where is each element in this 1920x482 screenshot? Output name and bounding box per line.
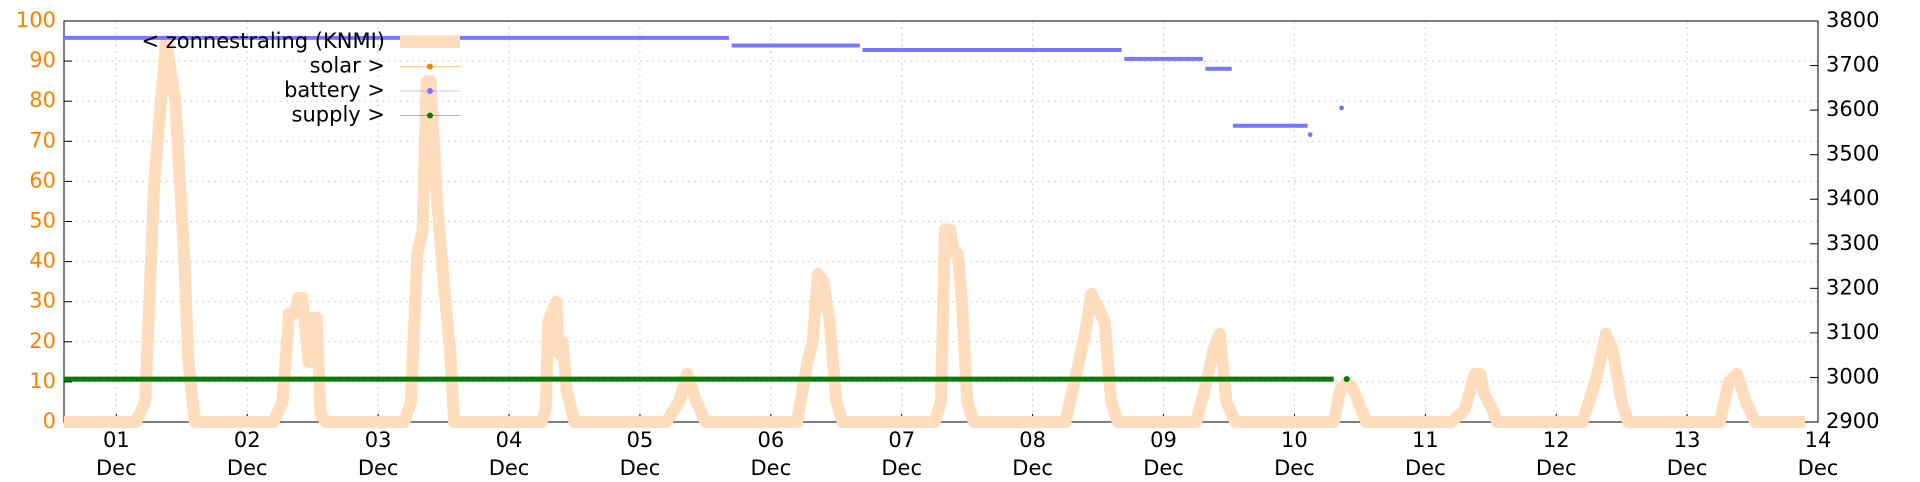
x-tick-label: 08 Dec	[1012, 428, 1053, 480]
y2-tick-label: 3500	[1826, 142, 1879, 166]
y-tick-label: 80	[29, 88, 56, 112]
y2-tick-label: 3100	[1826, 320, 1879, 344]
x-tick-label: 02 Dec	[226, 428, 268, 480]
x-tick-label: 09 Dec	[1143, 428, 1184, 480]
x-tick-label: 04 Dec	[488, 428, 530, 480]
legend-label: supply >	[292, 103, 385, 127]
y-tick-label: 0	[43, 409, 56, 433]
legend-marker	[427, 112, 433, 119]
x-tick-label: 11 Dec	[1404, 428, 1446, 480]
series-point	[1343, 376, 1350, 383]
y-tick-label: 100	[16, 8, 56, 32]
legend-marker	[427, 63, 433, 70]
x-tick-label: 06 Dec	[750, 428, 792, 480]
legend-label: solar >	[310, 54, 385, 78]
x-tick-label: 13 Dec	[1666, 428, 1708, 480]
y2-tick-label: 3600	[1826, 97, 1879, 121]
legend-label: battery >	[284, 78, 385, 102]
x-tick-label: 07 Dec	[881, 428, 923, 480]
series-line	[64, 35, 1805, 428]
y-tick-label: 20	[29, 329, 56, 353]
y2-tick-label: 3000	[1826, 364, 1879, 388]
x-tick-label: 12 Dec	[1535, 428, 1577, 480]
y-tick-label: 10	[29, 369, 56, 393]
y2-tick-label: 3800	[1826, 8, 1879, 32]
y2-tick-label: 2900	[1826, 409, 1879, 433]
series-point	[1307, 132, 1313, 138]
y-tick-label: 40	[29, 249, 56, 273]
y-tick-label: 60	[29, 168, 56, 192]
y-tick-label: 90	[29, 48, 56, 72]
y-tick-label: 70	[29, 128, 56, 152]
y2-tick-label: 3400	[1826, 186, 1879, 210]
series-point	[1339, 105, 1344, 111]
y2-tick-label: 3700	[1826, 53, 1879, 77]
x-tick-label: 10 Dec	[1274, 428, 1315, 480]
x-tick-label: 03 Dec	[357, 428, 399, 480]
y2-tick-label: 3200	[1826, 275, 1879, 299]
y2-tick-label: 3300	[1826, 231, 1879, 255]
x-tick-label: 14 Dec	[1797, 428, 1839, 480]
x-tick-label: 05 Dec	[619, 428, 661, 480]
legend-label: < zonnestraling (KNMI)	[141, 29, 385, 53]
legend-marker	[427, 88, 433, 94]
y-tick-label: 50	[29, 209, 56, 233]
plot-border	[63, 20, 1819, 423]
y-tick-label: 30	[29, 289, 56, 313]
x-tick-label: 01 Dec	[96, 428, 137, 480]
